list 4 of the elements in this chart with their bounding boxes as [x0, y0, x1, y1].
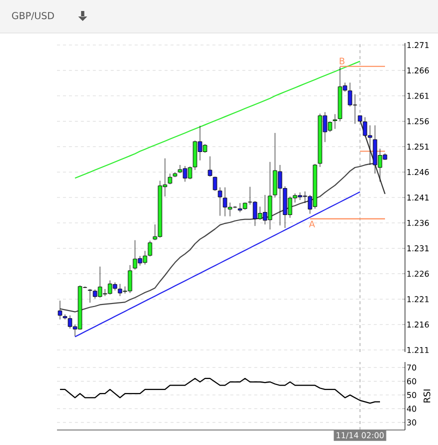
annotation: B [340, 58, 344, 64]
annotation: A [308, 220, 315, 228]
y-axis-title: RSI [424, 390, 430, 402]
chart-title: GBP/USD [12, 12, 54, 20]
